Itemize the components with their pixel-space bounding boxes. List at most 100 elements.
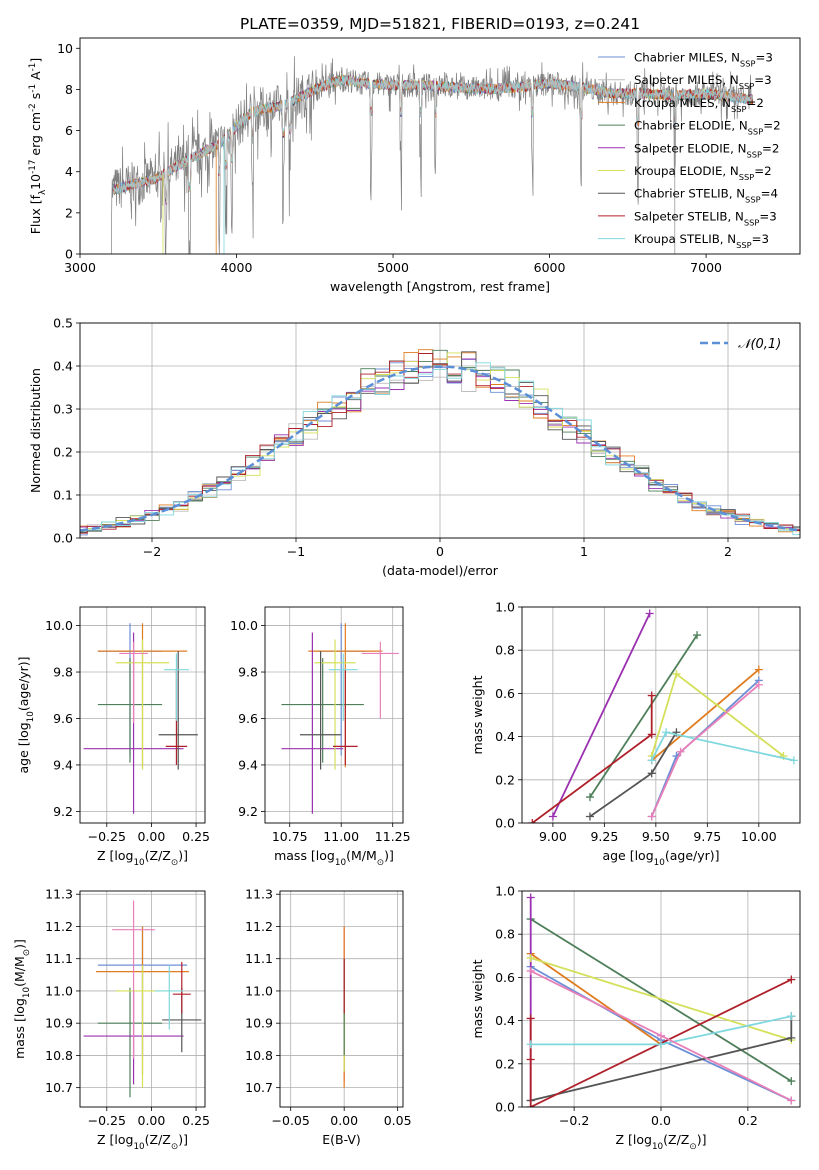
- y-tick-label: 8: [65, 82, 73, 97]
- x-tick-label: 7000: [690, 260, 722, 275]
- y-tick-label: 0.2: [53, 445, 73, 460]
- grid-age_vs_mass: [265, 607, 403, 823]
- legend-label: Salpeter ELODIE, NSSP=2: [634, 141, 779, 159]
- y-tick-label: 0.2: [495, 772, 515, 787]
- histogram-8: [80, 362, 800, 536]
- y-tick-label: 9.2: [238, 804, 258, 819]
- y-tick-label: 9.6: [53, 711, 73, 726]
- y-tick-label: 9.4: [53, 757, 73, 772]
- x-tick-label: −0.05: [272, 1113, 310, 1128]
- weight-marker: [526, 1055, 535, 1064]
- weight-marker: [754, 665, 763, 674]
- y-tick-label: 0.0: [53, 531, 73, 546]
- plot-area-residuals: [80, 349, 800, 536]
- weight-marker: [647, 730, 656, 739]
- x-axis-label: age [log10(age/yr)]: [602, 848, 719, 868]
- y-tick-label: 11.1: [245, 951, 273, 966]
- axes-frame: [79, 322, 801, 539]
- y-tick-label: 10.9: [245, 1016, 273, 1031]
- y-tick-label: 0.8: [495, 927, 515, 942]
- weight-marker: [647, 691, 656, 700]
- legend-label: Chabrier STELIB, NSSP=4: [634, 187, 778, 205]
- x-tick-label: 9.00: [539, 829, 567, 844]
- weight-marker: [526, 893, 535, 902]
- y-tick-label: 11.2: [45, 919, 73, 934]
- weight-marker: [585, 812, 594, 821]
- y-tick-label: 0.4: [495, 1013, 515, 1028]
- axes-age_vs_Z: −0.25 0.00 0.25 9.2 9.4 9.6 9.8 10.0 Z [log10(Z/…: [16, 606, 210, 868]
- x-tick-label: 0.25: [182, 1113, 210, 1128]
- y-axis-label: Normed distribution: [28, 368, 43, 493]
- weight-marker: [789, 756, 798, 765]
- weight-marker: [693, 631, 702, 640]
- y-tick-label: 4: [65, 164, 73, 179]
- legend-label: Kroupa STELIB, NSSP=3: [634, 232, 769, 250]
- y-tick-label: 11.3: [245, 887, 273, 902]
- y-tick-label: 10.9: [45, 1016, 73, 1031]
- x-axis-label: mass [log10(M/M⊙)]: [274, 848, 394, 868]
- axes-frame: [79, 37, 801, 255]
- weight-line: [531, 695, 653, 823]
- weight-marker: [662, 728, 671, 737]
- normal-curve: [80, 365, 800, 532]
- y-tick-label: 0.0: [495, 816, 515, 831]
- y-tick-label: 1.0: [495, 884, 515, 899]
- figure-title: PLATE=0359, MJD=51821, FIBERID=0193, z=0…: [240, 15, 640, 33]
- y-tick-label: 10.7: [45, 1080, 73, 1095]
- y-tick-label: 0.6: [495, 686, 515, 701]
- weight-marker: [787, 1012, 796, 1021]
- weight-marker: [528, 819, 537, 823]
- residuals-legend: 𝒩(0,1): [700, 337, 781, 352]
- y-tick-label: 11.3: [45, 887, 73, 902]
- weight-marker: [787, 1033, 796, 1042]
- y-tick-label: 6: [65, 123, 73, 138]
- plot-area-age_vs_mass: [281, 623, 399, 814]
- legend-label: 𝒩(0,1): [738, 337, 781, 352]
- y-tick-label: 11.0: [45, 983, 73, 998]
- axes-age_vs_mass: 10.75 11.00 11.25 9.2 9.4 9.6 9.8 10.0 mass [log…: [230, 606, 411, 868]
- y-axis-label: mass weight: [470, 959, 485, 1038]
- y-tick-label: 11.2: [245, 919, 273, 934]
- weight-line: [589, 634, 698, 798]
- x-tick-label: −0.25: [88, 1113, 126, 1128]
- weight-marker: [585, 793, 594, 802]
- plot-area-weight_vs_Z: [526, 893, 796, 1107]
- x-tick-label: 9.25: [590, 829, 618, 844]
- plot-area-weight_vs_age: [528, 609, 798, 823]
- y-tick-label: 11.0: [245, 983, 273, 998]
- x-tick-label: 9.50: [642, 829, 670, 844]
- weight-marker: [526, 953, 535, 962]
- legend-label: Salpeter STELIB, NSSP=3: [634, 209, 777, 227]
- weight-marker: [645, 609, 654, 618]
- weight-marker: [787, 1077, 796, 1086]
- weight-marker: [548, 812, 557, 821]
- axes-mass_vs_Z: −0.25 0.00 0.25 10.7 10.8 10.9 11.0 11.1 11.2 11.…: [12, 887, 210, 1152]
- y-tick-label: 0.4: [53, 359, 73, 374]
- grid-age_vs_Z: [80, 607, 205, 823]
- x-axis-label: Z [log10(Z/Z⊙)]: [97, 1132, 188, 1152]
- y-tick-label: 0: [65, 247, 73, 262]
- x-axis-label: wavelength [Angstrom, rest frame]: [330, 279, 550, 294]
- y-tick-label: 10.8: [45, 1048, 73, 1063]
- x-tick-label: 5000: [377, 260, 409, 275]
- y-tick-label: 0.1: [53, 488, 73, 503]
- weight-marker: [647, 769, 656, 778]
- axes-frame: [521, 890, 801, 1108]
- weight-line: [589, 731, 678, 818]
- y-tick-label: 1.0: [495, 600, 515, 615]
- grid-mass_vs_ebv: [280, 891, 403, 1107]
- y-tick-label: 9.4: [238, 757, 258, 772]
- legend-label: Chabrier MILES, NSSP=3: [634, 51, 773, 69]
- x-tick-label: 0.00: [138, 1113, 166, 1128]
- y-tick-label: 0.5: [53, 316, 73, 331]
- grid-weight_vs_age: [522, 606, 800, 824]
- x-tick-label: 0.00: [330, 1113, 358, 1128]
- axes-spectrum: 3000 4000 5000 6000 7000 0 2 4 6 8 10 wavelength [A…: [28, 37, 801, 294]
- x-tick-label: 0.2: [738, 1113, 758, 1128]
- plot-area-mass_vs_Z: [83, 900, 202, 1098]
- weight-line: [552, 613, 651, 817]
- axes-weight_vs_Z: −0.2 0.0 0.2 0.0 0.2 0.4 0.6 0.8 1.0 Z [log10(Z/Z…: [470, 884, 801, 1152]
- plot-area-age_vs_Z: [83, 623, 198, 814]
- y-tick-label: 0.6: [495, 970, 515, 985]
